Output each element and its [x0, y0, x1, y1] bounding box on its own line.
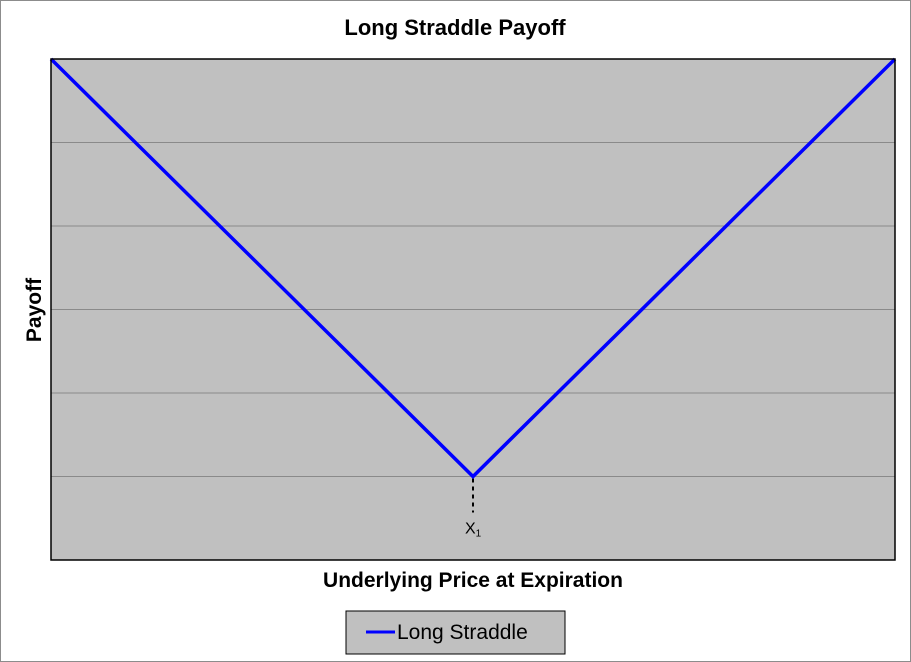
strike-label-subscript: 1 — [476, 529, 482, 540]
x-axis-label: Underlying Price at Expiration — [323, 569, 623, 592]
legend-box — [345, 610, 566, 655]
y-axis-label: Payoff — [23, 277, 46, 342]
series-group — [49, 57, 897, 479]
legend: Long Straddle — [345, 610, 566, 655]
legend-label-long-straddle: Long Straddle — [397, 621, 528, 644]
plot-border — [50, 58, 896, 561]
chart-title: Long Straddle Payoff — [344, 15, 566, 40]
series-line-long-straddle — [49, 57, 897, 479]
plot-area: X1 — [49, 57, 897, 561]
